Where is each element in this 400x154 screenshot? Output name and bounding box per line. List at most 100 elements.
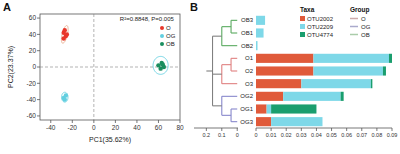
x-tick xyxy=(271,128,272,131)
x-tick-label: 40 xyxy=(133,124,141,131)
bar-segment xyxy=(256,28,264,37)
legend-swatch xyxy=(300,16,305,21)
x-tick-label: 0 xyxy=(254,132,257,138)
dendrogram-branch xyxy=(231,108,237,109)
legend-title: Group xyxy=(350,6,370,14)
x-tick xyxy=(256,128,257,131)
legend-label: OTU2209 xyxy=(307,24,334,30)
legend-label: O xyxy=(361,16,366,22)
scatter-point xyxy=(64,93,68,97)
confidence-ellipse xyxy=(62,92,68,102)
legend-swatch xyxy=(300,32,305,37)
dendrogram-branch xyxy=(222,83,237,84)
bar-segment xyxy=(271,117,322,126)
x-tick-label: 0.03 xyxy=(296,132,307,138)
dendrogram-root xyxy=(206,70,212,71)
x-tick-label: 0.2 xyxy=(203,132,211,138)
y-tick xyxy=(37,18,40,19)
legend-label: OG xyxy=(361,24,371,30)
y-tick xyxy=(37,99,40,100)
category-label: OB1 xyxy=(241,30,254,36)
dendrogram-branch xyxy=(231,70,237,71)
scatter-point xyxy=(63,28,67,32)
x-tick xyxy=(221,128,222,131)
bar-segment xyxy=(283,92,340,101)
x-tick-label: 0.06 xyxy=(341,132,352,138)
legend-label: OB xyxy=(166,41,175,47)
x-tick-label: 0.05 xyxy=(326,132,337,138)
bar-segment xyxy=(256,54,313,63)
dendrogram-branch xyxy=(231,32,237,33)
scatter-point xyxy=(161,62,165,66)
y-tick-label: -60 xyxy=(27,112,37,119)
x-tick-label: 0.1 xyxy=(218,132,226,138)
x-tick-label: 20 xyxy=(112,124,120,131)
bar-segment xyxy=(256,16,265,25)
panel-a: -40-20020406080-60-40-200204060PC1(35.62… xyxy=(3,1,184,144)
category-label: O3 xyxy=(245,81,254,87)
x-tick-label: -20 xyxy=(68,124,78,131)
legend-label: OG xyxy=(166,33,176,39)
x-tick-label: -40 xyxy=(46,124,56,131)
dendrogram-branch xyxy=(222,45,237,46)
x-tick xyxy=(72,120,73,123)
legend-marker xyxy=(160,26,164,30)
bar-segment xyxy=(322,117,323,126)
x-tick-label: 0.09 xyxy=(387,132,398,138)
confidence-ellipse xyxy=(153,56,168,74)
category-label: OB2 xyxy=(241,43,254,49)
x-tick-label: 0.02 xyxy=(281,132,292,138)
bar-segment xyxy=(341,92,344,101)
bar-segment xyxy=(301,79,371,88)
plot-frame xyxy=(40,14,180,120)
x-tick xyxy=(180,120,181,123)
x-tick xyxy=(361,128,362,131)
legend-marker xyxy=(160,34,164,38)
plot-area xyxy=(256,16,392,126)
bar-segment xyxy=(267,104,272,113)
panel-title: A xyxy=(3,1,11,13)
legend-title: Taxa xyxy=(300,6,315,13)
dendrogram-branch xyxy=(231,20,237,21)
y-tick-label: 40 xyxy=(29,31,37,38)
bar-segment xyxy=(256,79,301,88)
y-tick-label: -20 xyxy=(27,80,37,87)
x-tick-label: 0 xyxy=(92,124,96,131)
annotation: R²=0.8848, P=0.005 xyxy=(120,16,175,22)
dendrogram-branch xyxy=(222,64,231,65)
dendrogram-branch xyxy=(213,36,222,37)
dendrogram-branch xyxy=(222,115,231,116)
x-tick-label: 0 xyxy=(236,132,239,138)
y-tick xyxy=(37,83,40,84)
x-tick xyxy=(316,128,317,131)
legend-label: O xyxy=(166,25,171,31)
bar-segment xyxy=(263,28,264,37)
y-tick-label: 60 xyxy=(29,14,37,21)
legend-line xyxy=(350,26,358,28)
bar-segment xyxy=(389,54,392,63)
dendrogram-branch xyxy=(222,96,237,97)
x-tick xyxy=(301,128,302,131)
category-label: OG3 xyxy=(240,119,253,125)
x-tick xyxy=(158,120,159,123)
y-tick-label: 20 xyxy=(29,47,37,54)
x-tick xyxy=(346,128,347,131)
bar-segment xyxy=(371,79,373,88)
panel-b: BOB3OB1OB2O1O2O3OG2OG1OG300.010.020.030.… xyxy=(190,1,397,138)
y-tick-label: -40 xyxy=(27,96,37,103)
dendrogram-branch xyxy=(231,121,237,122)
category-label: O2 xyxy=(245,68,254,74)
legend-label: OB xyxy=(361,32,370,38)
dendrogram: 0.2 0.1 0 xyxy=(194,20,239,138)
x-tick-label: 0.04 xyxy=(311,132,322,138)
figure: -40-20020406080-60-40-200204060PC1(35.62… xyxy=(0,0,400,154)
category-label: OG1 xyxy=(240,106,253,112)
x-axis-line xyxy=(256,128,392,129)
bar-segment xyxy=(256,66,313,75)
dendrogram-branch xyxy=(213,105,222,106)
x-tick xyxy=(115,120,116,123)
legend: O OG OB xyxy=(160,25,176,47)
legend-label: OTU2002 xyxy=(307,16,334,22)
bar-segment xyxy=(256,104,267,113)
plot-area xyxy=(40,14,180,120)
